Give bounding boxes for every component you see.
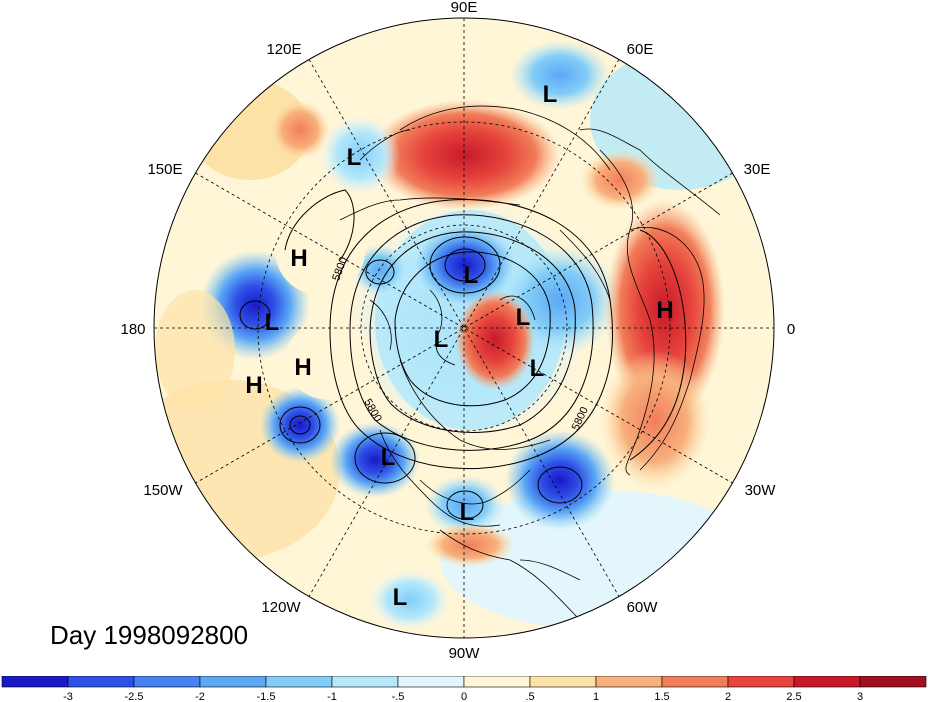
colorbar-swatch <box>199 676 267 688</box>
colorbar-swatch <box>727 676 795 688</box>
colorbar-swatch <box>397 676 465 688</box>
pressure-centers: L L H L L L L H L H H L H L L L <box>245 81 673 611</box>
lon-label-60w: 60W <box>627 599 659 616</box>
lon-label-180: 180 <box>120 321 145 338</box>
low-marker: L <box>460 499 475 526</box>
colorbar-swatch <box>265 676 333 688</box>
low-marker: L <box>530 355 545 382</box>
map-boundary <box>153 17 775 639</box>
lon-label-120e: 120E <box>266 41 301 58</box>
low-marker: L <box>381 444 396 471</box>
colorbar: -3 -2.5 -2 -1.5 -1 -.5 0 .5 1 1.5 2 2.5 3 <box>1 676 927 702</box>
colorbar-swatch <box>67 676 135 688</box>
colorbar-swatch <box>331 676 399 688</box>
colorbar-swatch <box>529 676 597 688</box>
colorbar-tick-label: -.5 <box>392 691 405 702</box>
colorbar-tick-label: 1.5 <box>654 691 669 702</box>
low-marker: L <box>543 81 558 108</box>
colorbar-tick-label: 1 <box>593 691 599 702</box>
lon-label-30w: 30W <box>745 482 777 499</box>
low-marker: L <box>393 584 408 611</box>
colorbar-swatch <box>793 676 861 688</box>
lon-label-30e: 30E <box>744 161 771 178</box>
colorbar-tick-label: 0 <box>461 691 467 702</box>
colorbar-swatch <box>595 676 663 688</box>
anomaly-field <box>154 18 774 638</box>
low-marker: L <box>516 304 531 331</box>
colorbar-tick-label: 2.5 <box>786 691 801 702</box>
lon-label-60e: 60E <box>627 41 654 58</box>
low-marker: L <box>434 326 449 353</box>
colorbar-tick-label: 3 <box>857 691 863 702</box>
colorbar-tick-label: -2 <box>195 691 205 702</box>
longitude-labels: 90E 60E 30E 0 30W 60W 90W 120W 150W 180 … <box>120 0 795 662</box>
lon-label-90e: 90E <box>451 0 478 16</box>
colorbar-tick-label: -1 <box>327 691 337 702</box>
low-marker: L <box>265 309 280 336</box>
colorbar-tick-label: .5 <box>525 691 534 702</box>
colorbar-swatch <box>133 676 201 688</box>
colorbar-tick-label: -2.5 <box>125 691 144 702</box>
high-marker: H <box>294 354 311 381</box>
low-marker: L <box>347 144 362 171</box>
high-marker: H <box>656 297 673 324</box>
colorbar-swatch <box>859 676 927 688</box>
lat-lon-grid <box>154 18 774 638</box>
high-marker: H <box>290 245 307 272</box>
high-marker: H <box>245 372 262 399</box>
low-marker: L <box>464 262 479 289</box>
colorbar-tick-label: -3 <box>63 691 73 702</box>
height-contours <box>239 189 687 520</box>
colorbar-swatch <box>661 676 729 688</box>
lon-label-90w: 90W <box>449 645 481 662</box>
lon-label-150e: 150E <box>147 161 182 178</box>
colorbar-tick-label: -1.5 <box>257 691 276 702</box>
colorbar-tick-label: 2 <box>725 691 731 702</box>
map-title: Day 1998092800 <box>50 620 249 650</box>
lon-label-120w: 120W <box>261 599 301 616</box>
lon-label-150w: 150W <box>143 482 183 499</box>
colorbar-swatch <box>463 676 531 688</box>
lon-label-0: 0 <box>787 321 795 338</box>
colorbar-swatch <box>1 676 69 688</box>
